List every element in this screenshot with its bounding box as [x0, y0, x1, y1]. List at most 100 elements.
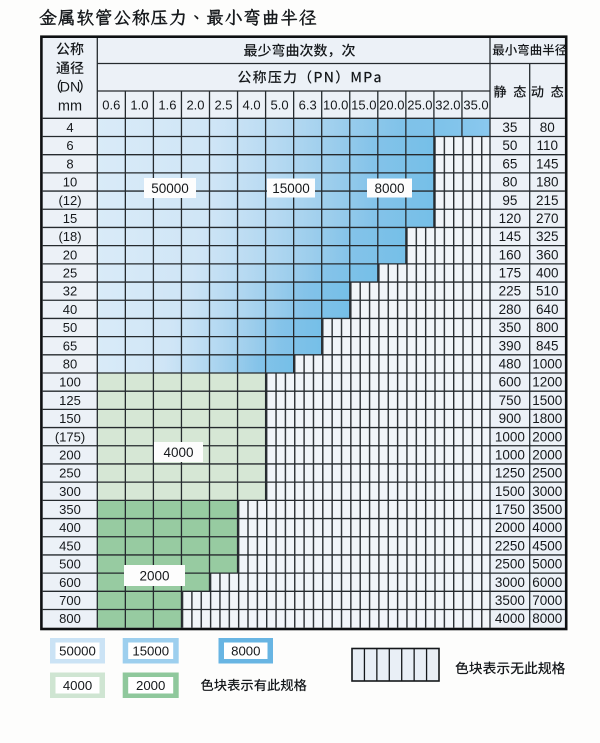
svg-text:270: 270 [536, 211, 559, 226]
svg-text:350: 350 [59, 502, 81, 517]
svg-text:600: 600 [499, 375, 522, 390]
svg-text:(12): (12) [58, 193, 81, 208]
svg-text:400: 400 [59, 520, 81, 535]
svg-text:50: 50 [502, 138, 517, 153]
svg-text:3000: 3000 [532, 484, 562, 499]
svg-text:15000: 15000 [272, 181, 310, 196]
svg-text:20.0: 20.0 [379, 97, 404, 112]
svg-text:32.0: 32.0 [435, 97, 460, 112]
svg-text:0.6: 0.6 [102, 97, 120, 112]
svg-text:8000: 8000 [231, 644, 260, 659]
svg-text:25.0: 25.0 [407, 97, 432, 112]
svg-text:DN: DN [60, 80, 81, 96]
svg-text:1000: 1000 [532, 357, 562, 372]
svg-text:5.0: 5.0 [271, 97, 289, 112]
svg-text:215: 215 [536, 193, 559, 208]
svg-text:15.0: 15.0 [351, 97, 376, 112]
svg-text:1750: 1750 [495, 502, 525, 517]
svg-text:480: 480 [499, 357, 522, 372]
svg-text:6: 6 [66, 138, 73, 153]
svg-text:7000: 7000 [532, 593, 562, 608]
svg-text:40: 40 [63, 302, 77, 317]
svg-text:4500: 4500 [532, 538, 562, 553]
svg-text:100: 100 [59, 375, 81, 390]
svg-text:400: 400 [536, 266, 559, 281]
svg-text:8000: 8000 [374, 181, 404, 196]
svg-text:50000: 50000 [151, 181, 189, 196]
svg-text:65: 65 [502, 156, 517, 171]
svg-text:225: 225 [499, 284, 522, 299]
svg-text:4000: 4000 [495, 611, 525, 626]
svg-text:25: 25 [63, 266, 77, 281]
svg-text:5000: 5000 [532, 557, 562, 572]
svg-text:4000: 4000 [532, 520, 562, 535]
svg-text:145: 145 [536, 156, 559, 171]
svg-text:450: 450 [59, 538, 81, 553]
svg-text:2.5: 2.5 [214, 97, 232, 112]
svg-text:360: 360 [536, 247, 559, 262]
svg-text:640: 640 [536, 302, 559, 317]
svg-text:95: 95 [502, 193, 517, 208]
svg-text:280: 280 [499, 302, 522, 317]
svg-text:1500: 1500 [495, 484, 525, 499]
svg-text:10: 10 [63, 175, 77, 190]
svg-text:350: 350 [499, 320, 522, 335]
svg-text:4.0: 4.0 [243, 97, 261, 112]
svg-text:80: 80 [540, 120, 555, 135]
svg-text:390: 390 [499, 338, 522, 353]
svg-text:2.0: 2.0 [186, 97, 204, 112]
svg-text:1200: 1200 [532, 375, 562, 390]
svg-text:120: 120 [499, 211, 522, 226]
svg-text:2000: 2000 [136, 678, 165, 693]
svg-text:50000: 50000 [59, 644, 96, 659]
svg-text:6.3: 6.3 [299, 97, 317, 112]
svg-text:1500: 1500 [532, 393, 562, 408]
svg-text:510: 510 [536, 284, 559, 299]
svg-text:35: 35 [502, 120, 517, 135]
svg-text:1000: 1000 [495, 429, 525, 444]
svg-text:3500: 3500 [495, 593, 525, 608]
svg-text:3000: 3000 [495, 575, 525, 590]
svg-text:20: 20 [63, 247, 77, 262]
svg-text:mm: mm [58, 99, 82, 115]
svg-text:2000: 2000 [139, 568, 169, 583]
svg-text:1.0: 1.0 [130, 97, 148, 112]
svg-text:600: 600 [59, 575, 81, 590]
svg-text:4: 4 [66, 120, 73, 135]
svg-text:300: 300 [59, 484, 81, 499]
svg-text:750: 750 [499, 393, 522, 408]
svg-text:1250: 1250 [495, 466, 525, 481]
svg-text:35.0: 35.0 [463, 97, 488, 112]
svg-text:700: 700 [59, 593, 81, 608]
svg-text:15000: 15000 [132, 644, 169, 659]
svg-text:1000: 1000 [495, 448, 525, 463]
svg-text:80: 80 [502, 175, 517, 190]
svg-text:80: 80 [63, 357, 77, 372]
svg-text:250: 250 [59, 466, 81, 481]
svg-text:6000: 6000 [532, 575, 562, 590]
svg-text:65: 65 [63, 338, 77, 353]
svg-text:(18): (18) [58, 229, 81, 244]
svg-text:800: 800 [59, 611, 81, 626]
svg-text:2000: 2000 [532, 429, 562, 444]
svg-text:800: 800 [536, 320, 559, 335]
svg-text:180: 180 [536, 175, 559, 190]
svg-text:125: 125 [59, 393, 81, 408]
svg-text:145: 145 [499, 229, 522, 244]
svg-text:2250: 2250 [495, 538, 525, 553]
svg-text:160: 160 [499, 247, 522, 262]
svg-text:4000: 4000 [63, 678, 92, 693]
svg-text:2000: 2000 [532, 448, 562, 463]
svg-text:500: 500 [59, 557, 81, 572]
svg-text:110: 110 [537, 138, 559, 153]
svg-text:8000: 8000 [532, 611, 562, 626]
svg-text:10.0: 10.0 [323, 97, 348, 112]
svg-text:175: 175 [499, 266, 522, 281]
svg-text:50: 50 [63, 320, 77, 335]
svg-text:15: 15 [63, 211, 77, 226]
svg-text:845: 845 [536, 338, 559, 353]
svg-text:4000: 4000 [163, 445, 193, 460]
svg-text:325: 325 [536, 229, 559, 244]
svg-text:200: 200 [59, 448, 81, 463]
svg-text:1.6: 1.6 [158, 97, 176, 112]
